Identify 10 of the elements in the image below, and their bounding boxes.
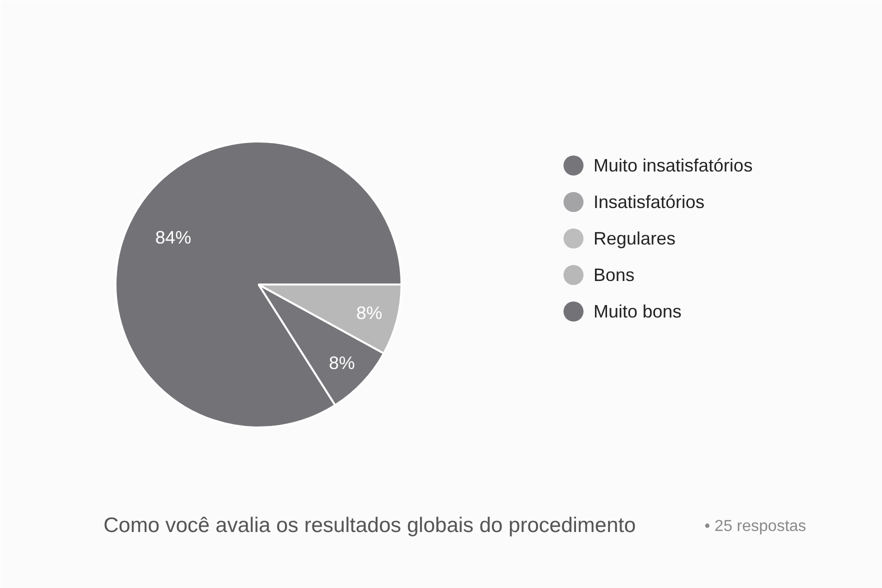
data-label: 8% [356,302,382,323]
legend-label: Bons [594,265,635,285]
data-label: 8% [328,352,355,373]
text: • 25 respostas [704,518,806,535]
text: Como você avalia os resultados globais do procedimento [104,514,636,537]
legend-label: Insatisfatórios [594,192,705,212]
data-label: 84% [155,228,192,248]
legend-label: Muito bons [594,302,682,322]
legend-label: Muito insatisfatórios [594,156,753,176]
legend-label: Regulares [594,228,676,248]
